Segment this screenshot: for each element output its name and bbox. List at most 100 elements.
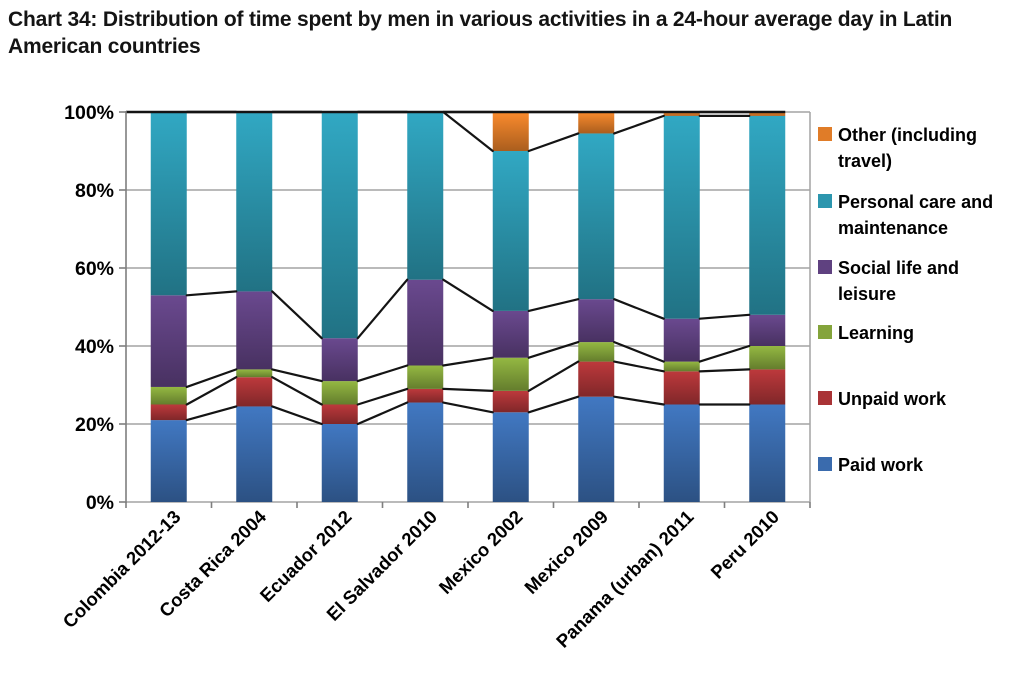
bar-segment — [321, 112, 358, 339]
bar-segment — [150, 386, 187, 405]
bar-segment — [492, 357, 529, 391]
bar-segment — [663, 112, 700, 116]
bar-segment — [407, 388, 444, 403]
series-connector-line — [613, 341, 665, 363]
bar-segment — [749, 115, 786, 315]
bar-segment — [236, 291, 273, 370]
legend-item-personal-care: Personal care and maintenance — [818, 189, 1016, 241]
bar-segment — [150, 420, 187, 502]
bar-segment — [236, 369, 273, 378]
bar-segment — [150, 295, 187, 387]
legend-label-personal-care: Personal care and maintenance — [838, 192, 994, 238]
legend-item-social-life: Social life and leisure — [818, 255, 1016, 307]
bar-segment — [663, 404, 700, 502]
series-connector-line — [442, 278, 494, 312]
x-category-label: Mexico 2009 — [520, 506, 612, 598]
legend-label-social-life: Social life and leisure — [838, 258, 960, 304]
series-connector-line — [442, 110, 494, 153]
series-connector-line — [356, 364, 409, 383]
bar-segment — [749, 346, 786, 370]
series-connector-line — [442, 387, 494, 392]
bar-segment — [492, 390, 529, 413]
legend-swatch-paid-work-icon — [818, 457, 832, 471]
series-connector-line — [527, 132, 580, 153]
series-connector-line — [271, 376, 323, 406]
y-tick-label: 100% — [64, 102, 114, 124]
x-category-label: Peru 2010 — [706, 506, 783, 583]
y-tick-label: 80% — [75, 180, 114, 202]
legend-label-other: Other (including travel) — [838, 125, 977, 171]
y-tick-label: 20% — [75, 414, 114, 436]
bar-segment — [578, 299, 615, 343]
bar-segment — [321, 404, 358, 424]
bar-segment — [749, 404, 786, 502]
y-tick-label: 60% — [75, 258, 114, 280]
legend-swatch-personal-care-icon — [818, 194, 832, 208]
chart-title: Chart 34: Distribution of time spent by … — [8, 8, 953, 58]
legend-item-unpaid-work: Unpaid work — [818, 386, 1016, 412]
bar-segment — [663, 318, 700, 362]
bar-segment — [492, 151, 529, 311]
bar-segment — [321, 338, 358, 382]
bar-segment — [150, 112, 187, 296]
y-tick-label: 40% — [75, 336, 114, 358]
legend-item-learning: Learning — [818, 320, 1016, 346]
bar-segment — [578, 112, 615, 134]
series-connector-line — [185, 290, 238, 297]
series-connector-line — [698, 344, 751, 363]
series-connector-line — [356, 401, 409, 426]
series-connector-line — [271, 405, 323, 426]
series-connector-line — [527, 360, 580, 392]
bar-segment — [578, 133, 615, 300]
bar-segment — [321, 424, 358, 502]
bar-segment — [150, 404, 187, 421]
y-tick-label: 0% — [86, 492, 114, 514]
series-connector-line — [527, 298, 580, 312]
x-category-label: Panama (urban) 2011 — [552, 506, 698, 652]
legend-swatch-other-icon — [818, 127, 832, 141]
legend-label-paid-work: Paid work — [838, 455, 924, 475]
bar-segment — [407, 402, 444, 502]
series-connector-line — [527, 395, 580, 414]
series-connector-line — [185, 405, 238, 422]
bar-segment — [236, 377, 273, 407]
series-connector-line — [613, 298, 665, 320]
bar-segment — [663, 361, 700, 372]
series-connector-line — [356, 387, 409, 406]
legend-label-unpaid-work: Unpaid work — [838, 389, 947, 409]
bar-segment — [663, 371, 700, 405]
series-connector-line — [613, 360, 665, 373]
bar-segment — [492, 112, 529, 151]
bar-segment — [578, 361, 615, 397]
legend-item-paid-work: Paid work — [818, 452, 1016, 478]
series-connector-line — [442, 356, 494, 367]
bar-segment — [236, 406, 273, 502]
bar-segment — [749, 369, 786, 405]
bar-segment — [236, 112, 273, 292]
bar-segment — [578, 396, 615, 502]
series-connector-line — [442, 401, 494, 414]
legend-swatch-unpaid-work-icon — [818, 391, 832, 405]
legend-item-other: Other (including travel) — [818, 122, 1016, 174]
bar-segment — [492, 412, 529, 502]
bar-segment — [492, 310, 529, 358]
series-connector-line — [185, 368, 238, 389]
bar-segment — [407, 112, 444, 280]
bar-segment — [749, 112, 786, 116]
series-connector-line — [527, 341, 580, 359]
x-category-label: Mexico 2002 — [435, 506, 527, 598]
series-connector-line — [271, 290, 323, 340]
legend-label-learning: Learning — [838, 323, 915, 343]
legend-swatch-social-life-icon — [818, 260, 832, 274]
series-connector-line — [698, 368, 751, 373]
bar-segment — [407, 365, 444, 389]
series-connector-line — [356, 278, 409, 340]
series-connector-line — [271, 368, 323, 383]
series-connector-line — [698, 313, 751, 320]
series-connector-line — [185, 376, 238, 406]
bar-segment — [407, 279, 444, 366]
bar-segment — [749, 314, 786, 346]
legend-swatch-learning-icon — [818, 325, 832, 339]
